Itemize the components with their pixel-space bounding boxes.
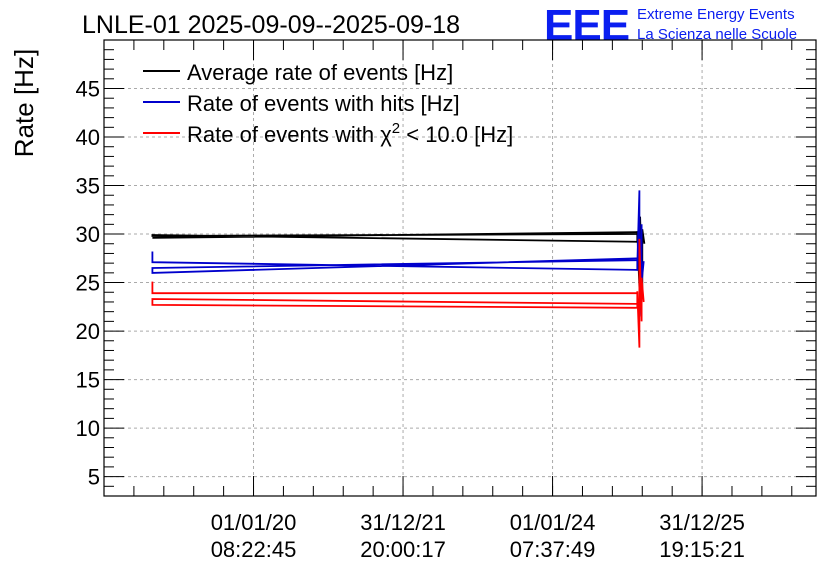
logo-line2: La Scienza nelle Scuole [637, 26, 797, 43]
series-hits-rate [151, 190, 645, 317]
x-tick-date: 01/01/24 [510, 510, 596, 535]
x-tick-time: 08:22:45 [211, 537, 297, 562]
axis-ticks [103, 40, 816, 497]
y-tick-label: 35 [76, 174, 100, 199]
x-tick-time: 20:00:17 [360, 537, 446, 562]
x-tick-date: 01/01/20 [211, 510, 297, 535]
grid-lines [104, 40, 816, 496]
y-tick-label: 45 [76, 77, 100, 102]
series-chi2-rate [151, 238, 645, 348]
logo-line1: Extreme Energy Events [637, 6, 795, 23]
y-tick-label: 5 [88, 465, 100, 490]
y-tick-label: 30 [76, 222, 100, 247]
series-layer [151, 190, 646, 348]
logo-mark: EEE [544, 1, 629, 50]
y-axis-label: Rate [Hz] [9, 49, 39, 157]
y-tick-label: 40 [76, 125, 100, 150]
legend-label-average: Average rate of events [Hz] [187, 60, 453, 85]
eee-logo: EEE Extreme Energy Events La Scienza nel… [544, 1, 797, 50]
y-tick-label: 20 [76, 319, 100, 344]
legend-label-hits: Rate of events with hits [Hz] [187, 91, 460, 116]
x-tick-date: 31/12/21 [360, 510, 446, 535]
y-tick-label: 15 [76, 368, 100, 393]
y-tick-label: 25 [76, 271, 100, 296]
x-tick-date: 31/12/25 [659, 510, 745, 535]
x-tick-time: 19:15:21 [659, 537, 745, 562]
y-tick-labels: 5 10 15 20 25 30 35 40 45 [76, 77, 100, 490]
chart-title: LNLE-01 2025-09-09--2025-09-18 [82, 11, 460, 39]
plot-frame [103, 39, 817, 497]
legend: Average rate of events [Hz] Rate of even… [143, 60, 513, 147]
y-tick-label: 10 [76, 416, 100, 441]
legend-label-chi2: Rate of events with χ2 < 10.0 [Hz] [187, 120, 513, 147]
x-tick-time: 07:37:49 [510, 537, 596, 562]
